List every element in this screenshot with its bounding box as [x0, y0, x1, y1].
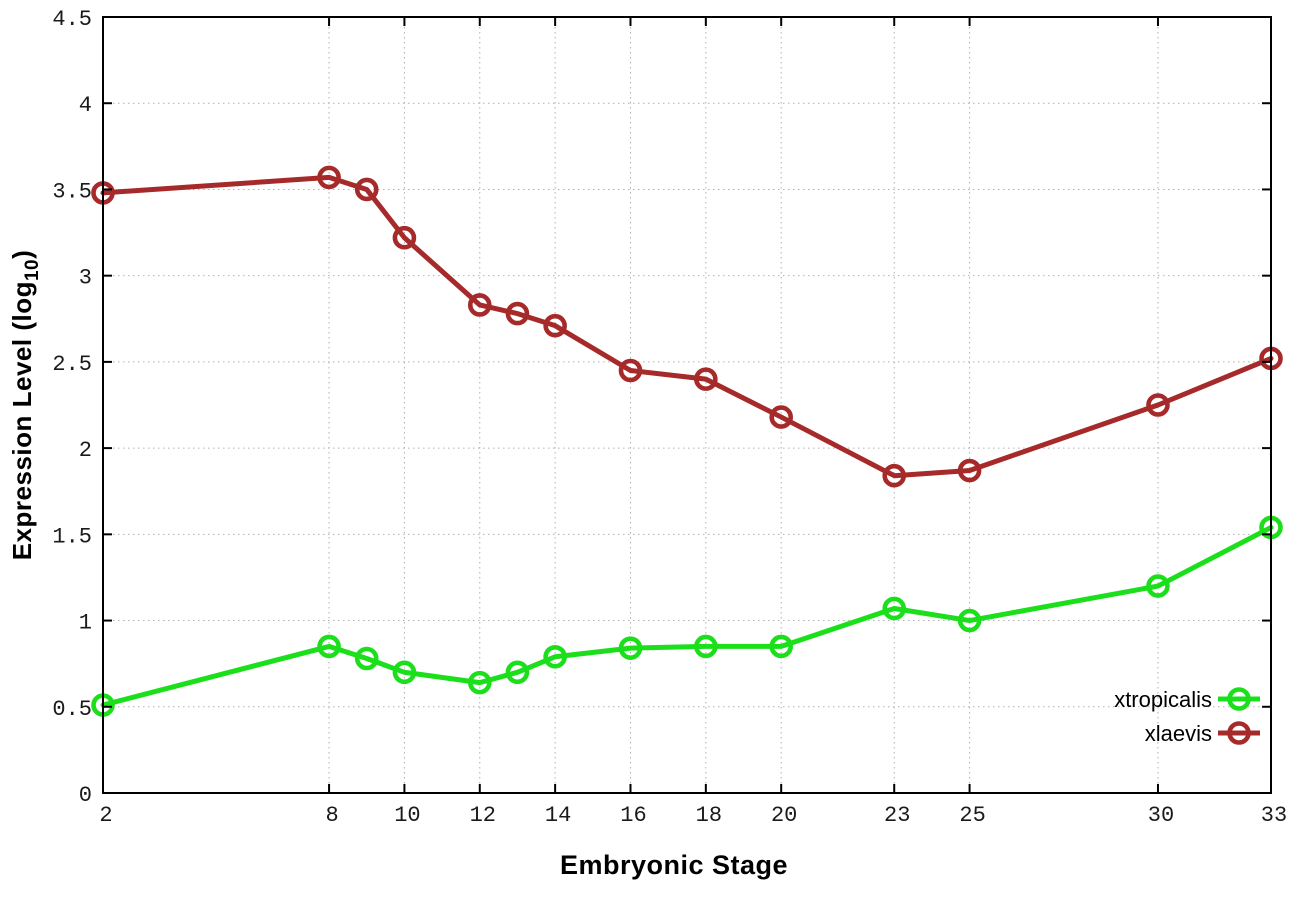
y-tick-label: 1 — [79, 611, 92, 636]
y-tick-label: 1.5 — [52, 524, 92, 549]
data-point-xtropicalis — [317, 634, 341, 659]
data-point-xtropicalis — [354, 646, 379, 671]
x-tick-label: 20 — [771, 803, 797, 828]
x-tick-label: 12 — [470, 803, 496, 828]
data-point-xtropicalis — [618, 636, 643, 660]
series-xtropicalis — [91, 515, 1283, 717]
legend-marker — [1227, 687, 1251, 711]
y-axis-title-main: Expression Level (log — [7, 281, 37, 560]
data-point-xtropicalis — [467, 670, 492, 695]
x-tick-label: 23 — [884, 803, 910, 828]
legend-item-xtropicalis: xtropicalis — [1114, 687, 1260, 712]
legend-item-xlaevis: xlaevis — [1145, 721, 1260, 746]
legend: xtropicalis xlaevis — [1114, 687, 1260, 746]
y-axis-title-subscript: 10 — [22, 259, 43, 281]
x-tick-labels: 2 8 10 12 14 16 18 20 23 25 30 33 — [99, 803, 1287, 828]
x-tick-label: 2 — [99, 803, 112, 828]
x-tick-label: 10 — [394, 803, 420, 828]
plot-border — [102, 16, 1272, 794]
data-point-xlaevis — [467, 293, 492, 317]
x-tick-label: 14 — [545, 803, 571, 828]
data-point-xlaevis — [882, 463, 907, 488]
data-point-xtropicalis — [392, 660, 417, 685]
y-tick-label: 3 — [79, 266, 92, 291]
y-axis-title: Expression Level (log10) — [7, 250, 43, 561]
x-tick-label: 33 — [1261, 803, 1287, 828]
legend-marker — [1227, 721, 1251, 745]
data-point-xtropicalis — [694, 634, 718, 659]
data-point-xtropicalis — [957, 608, 982, 633]
data-point-xlaevis — [1146, 393, 1170, 417]
x-tick-label: 16 — [620, 803, 646, 828]
x-tick-label: 25 — [959, 803, 985, 828]
data-point-xtropicalis — [505, 660, 530, 685]
data-point-xlaevis — [354, 177, 379, 202]
y-tick-label: 2 — [79, 438, 92, 463]
y-tick-label: 2.5 — [52, 352, 92, 377]
y-tick-label: 3.5 — [52, 179, 92, 204]
data-point-xtropicalis — [1146, 574, 1170, 598]
data-point-xlaevis — [543, 313, 567, 338]
x-tick-label: 8 — [325, 803, 338, 828]
data-point-xlaevis — [317, 165, 341, 190]
data-point-xlaevis — [694, 367, 718, 391]
y-tick-label: 0 — [79, 783, 92, 808]
y-tick-labels: 0 0.5 1 1.5 2 2.5 3 3.5 4 4.5 — [52, 7, 92, 808]
x-axis-title: Embryonic Stage — [560, 850, 788, 880]
data-point-xtropicalis — [882, 596, 907, 621]
data-point-xlaevis — [769, 405, 793, 429]
x-tick-label: 18 — [696, 803, 722, 828]
y-tick-label: 4 — [79, 93, 92, 118]
data-point-xtropicalis — [543, 644, 567, 669]
series-line-xtropicalis — [100, 524, 1274, 708]
y-tick-label: 4.5 — [52, 7, 92, 32]
axis-ticks — [102, 16, 1272, 794]
x-tick-label: 30 — [1148, 803, 1174, 828]
data-point-xlaevis — [957, 458, 982, 483]
data-point-xtropicalis — [769, 634, 793, 659]
legend-label: xtropicalis — [1114, 687, 1212, 712]
y-axis-title-close: ) — [7, 250, 37, 259]
legend-label: xlaevis — [1145, 721, 1212, 746]
data-point-xlaevis — [392, 225, 417, 250]
data-point-xlaevis — [505, 301, 530, 326]
data-point-xlaevis — [618, 358, 643, 383]
y-tick-label: 0.5 — [52, 697, 92, 722]
